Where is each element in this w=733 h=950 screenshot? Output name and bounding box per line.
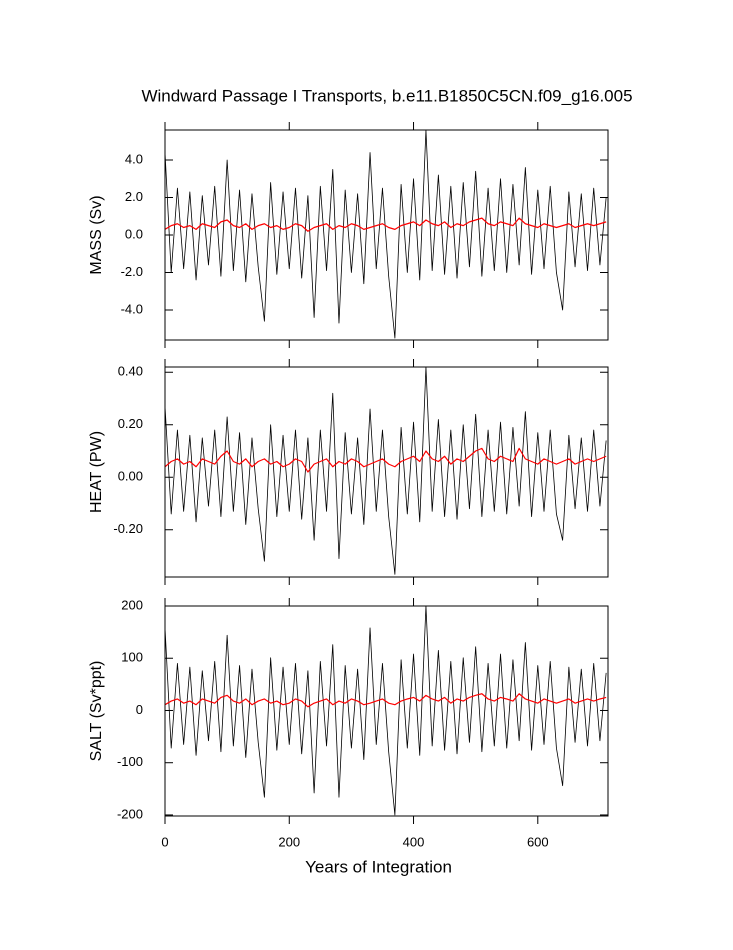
x-tick-label: 0 [161, 834, 168, 849]
series-line [165, 130, 607, 339]
plot-area [165, 130, 607, 339]
y-tick-label: 100 [121, 650, 143, 665]
plot-area [165, 367, 607, 575]
y-tick-label: -200 [117, 806, 143, 821]
y-tick-label: -4.0 [121, 301, 143, 316]
series-line [165, 693, 607, 708]
x-tick-label: 400 [403, 834, 425, 849]
y-tick-label: 0.00 [118, 469, 143, 484]
y-tick-label: -2.0 [121, 264, 143, 279]
series-line [165, 447, 607, 473]
series-line [165, 606, 607, 816]
y-axis-label: MASS (Sv) [88, 195, 105, 274]
x-tick-label: 600 [527, 834, 549, 849]
x-axis-label: Years of Integration [305, 857, 452, 876]
y-tick-label: -100 [117, 754, 143, 769]
plot-frame [164, 605, 609, 817]
x-tick-label: 200 [278, 834, 300, 849]
y-axis-label: HEAT (PW) [88, 431, 105, 513]
y-tick-label: 0.0 [125, 226, 143, 241]
chart-title: Windward Passage I Transports, b.e11.B18… [141, 86, 632, 105]
plot-frame [164, 366, 609, 578]
y-axis-label: SALT (Sv*ppt) [88, 661, 105, 762]
y-tick-label: -0.20 [113, 521, 143, 536]
series-line [165, 367, 607, 575]
y-tick-label: 0.40 [118, 364, 143, 379]
series-line [165, 217, 607, 232]
y-tick-label: 2.0 [125, 189, 143, 204]
y-tick-label: 200 [121, 597, 143, 612]
y-tick-label: 0 [136, 702, 143, 717]
y-tick-label: 0.20 [118, 416, 143, 431]
plot-area [165, 606, 607, 816]
y-tick-label: 4.0 [125, 151, 143, 166]
